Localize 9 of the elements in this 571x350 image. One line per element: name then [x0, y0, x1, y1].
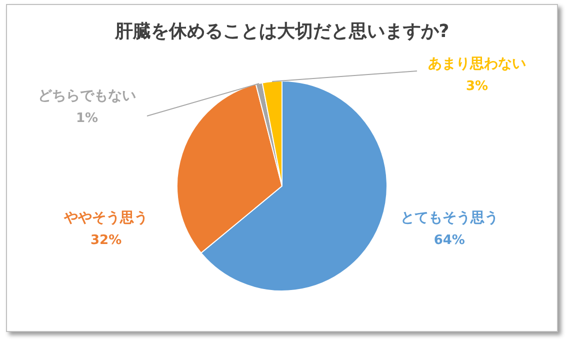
slice-label: どちらでもない: [38, 88, 136, 104]
data-label: 64%: [434, 233, 465, 248]
slice-label: あまり思わない: [428, 56, 526, 72]
data-label: 32%: [90, 233, 122, 248]
chart-title: 肝臓を休めることは大切だと思いますか?: [114, 21, 450, 42]
slice-label: ややそう思う: [63, 210, 148, 226]
slice-label: とてもそう思う: [400, 210, 498, 226]
data-label: 3%: [466, 79, 488, 94]
data-label: 1%: [76, 111, 98, 126]
